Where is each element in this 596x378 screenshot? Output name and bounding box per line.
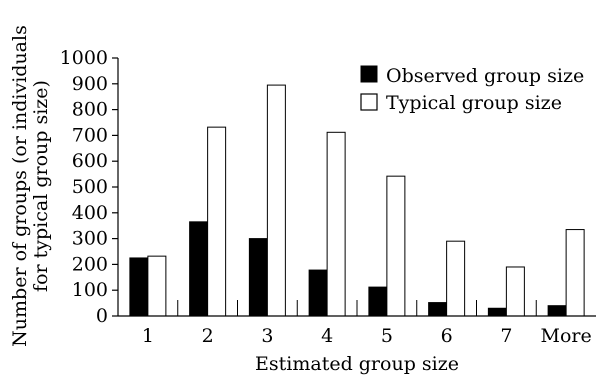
y-axis-title: Number of groups (or individuals for typ… bbox=[9, 25, 52, 347]
y-axis-title-line-1: Number of groups (or individuals bbox=[9, 25, 31, 347]
x-tick-label-6: 6 bbox=[441, 325, 453, 347]
y-tick-label-600: 600 bbox=[72, 150, 108, 172]
legend-swatch-observed bbox=[360, 65, 378, 83]
y-tick-label-200: 200 bbox=[72, 253, 108, 275]
x-tick-label-2: 2 bbox=[202, 325, 214, 347]
legend: Observed group size Typical group size bbox=[360, 65, 584, 114]
y-tick-label-500: 500 bbox=[72, 176, 108, 198]
y-tick-label-1000: 1000 bbox=[60, 47, 108, 69]
y-tick-label-800: 800 bbox=[72, 99, 108, 121]
x-tick-label-5: 5 bbox=[381, 325, 393, 347]
y-tick-label-100: 100 bbox=[72, 279, 108, 301]
bar-typical-1 bbox=[147, 255, 167, 317]
x-tick-label-7: 7 bbox=[500, 325, 512, 347]
bar-observed-8 bbox=[547, 305, 567, 317]
legend-swatch-typical bbox=[360, 93, 378, 111]
y-tick-label-400: 400 bbox=[72, 202, 108, 224]
y-tick-label-900: 900 bbox=[72, 73, 108, 95]
x-tick-label-8: More bbox=[541, 325, 592, 347]
legend-label-typical: Typical group size bbox=[386, 92, 562, 114]
bar-typical-6 bbox=[446, 240, 466, 317]
bar-observed-5 bbox=[368, 286, 388, 317]
y-tick-label-700: 700 bbox=[72, 124, 108, 146]
y-tick-label-0: 0 bbox=[96, 305, 108, 327]
x-tick-label-1: 1 bbox=[142, 325, 154, 347]
x-tick-label-3: 3 bbox=[261, 325, 273, 347]
bar-observed-1 bbox=[129, 257, 149, 317]
bar-typical-4 bbox=[326, 131, 346, 317]
bar-observed-6 bbox=[428, 302, 448, 317]
bar-observed-2 bbox=[189, 221, 209, 317]
bar-observed-4 bbox=[308, 269, 328, 317]
bar-observed-7 bbox=[487, 307, 507, 317]
plot-area: 0 100 200 300 400 500 600 700 800 900 1000 1 2 3 4 5 6 7 M… bbox=[60, 47, 596, 347]
bar-typical-2 bbox=[207, 126, 227, 317]
x-tick-label-4: 4 bbox=[321, 325, 333, 347]
bar-typical-5 bbox=[386, 175, 406, 317]
y-tick-label-300: 300 bbox=[72, 228, 108, 250]
x-axis-title: Estimated group size bbox=[255, 353, 459, 375]
bar-typical-8 bbox=[565, 229, 585, 317]
bar-typical-7 bbox=[505, 266, 525, 317]
y-axis-title-line-2: for typical group size) bbox=[30, 80, 52, 292]
bar-observed-3 bbox=[248, 238, 268, 317]
bar-typical-3 bbox=[266, 84, 286, 317]
legend-label-observed: Observed group size bbox=[386, 65, 584, 87]
